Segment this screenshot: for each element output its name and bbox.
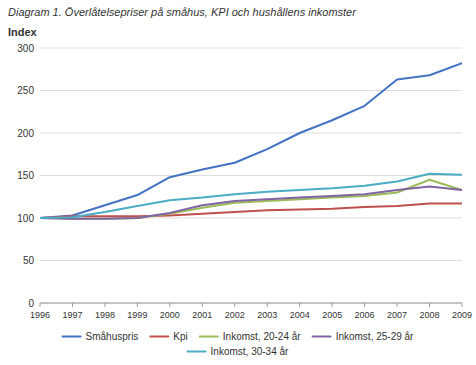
- y-axis-label: Index: [8, 26, 38, 38]
- x-tick-label: 2005: [322, 310, 342, 320]
- x-tick-label: 2003: [257, 310, 277, 320]
- x-tick: [462, 303, 463, 307]
- x-tick-label: 1996: [30, 310, 50, 320]
- x-tick-label: 2002: [225, 310, 245, 320]
- x-tick: [104, 303, 105, 307]
- legend-label: Småhuspris: [86, 331, 139, 342]
- y-axis: 0 50 100 150 200 250 300: [17, 43, 34, 309]
- grid-line: [40, 133, 462, 134]
- y-tick-label: 50: [23, 255, 35, 266]
- legend-label: Kpi: [173, 331, 187, 342]
- legend-label: Inkomst, 30-34 år: [211, 346, 289, 357]
- grid-line: [40, 175, 462, 176]
- x-tick: [169, 303, 170, 307]
- y-tick-label: 150: [17, 170, 34, 181]
- title: Diagram 1. Överlåtelsepriser på småhus, …: [8, 6, 357, 18]
- legend-label: Inkomst, 25-29 år: [336, 331, 414, 342]
- chart: Diagram 1. Överlåtelsepriser på småhus, …: [0, 0, 476, 365]
- x-tick: [202, 303, 203, 307]
- legend-swatch: [200, 336, 218, 338]
- x-tick-label: 2000: [160, 310, 180, 320]
- x-tick: [397, 303, 398, 307]
- y-tick-label: 0: [28, 298, 34, 309]
- x-tick-label: 2006: [355, 310, 375, 320]
- grid-line: [40, 260, 462, 261]
- grid-line: [40, 303, 462, 304]
- series-line: [40, 63, 462, 218]
- x-tick-label: 2001: [192, 310, 212, 320]
- x-tick-label: 2004: [290, 310, 310, 320]
- x-tick: [234, 303, 235, 307]
- legend-swatch: [150, 336, 168, 338]
- series-line: [40, 204, 462, 218]
- legend-item: Kpi: [150, 331, 187, 342]
- x-tick: [72, 303, 73, 307]
- x-tick: [364, 303, 365, 307]
- legend-label: Inkomst, 20-24 år: [223, 331, 301, 342]
- x-tick-label: 1997: [62, 310, 82, 320]
- x-tick: [137, 303, 138, 307]
- x-tick-label: 1998: [95, 310, 115, 320]
- y-tick-label: 200: [17, 128, 34, 139]
- legend-swatch: [63, 336, 81, 338]
- legend-item: Inkomst, 30-34 år: [188, 346, 289, 357]
- legend-item: Inkomst, 25-29 år: [313, 331, 414, 342]
- x-tick-label: 2008: [420, 310, 440, 320]
- y-tick-label: 300: [17, 43, 34, 54]
- y-tick-label: 250: [17, 85, 34, 96]
- x-tick: [267, 303, 268, 307]
- y-tick-label: 100: [17, 213, 34, 224]
- x-tick-label: 2007: [387, 310, 407, 320]
- grid: [40, 48, 462, 303]
- x-axis: 1996 1997 1998 1999 2000 2001 2002 2003 2004 2005…: [30, 303, 472, 320]
- series-lines: [40, 63, 462, 219]
- x-axis-line: [40, 303, 462, 304]
- legend-item: Inkomst, 20-24 år: [200, 331, 301, 342]
- x-tick: [299, 303, 300, 307]
- x-tick-label: 1999: [127, 310, 147, 320]
- x-tick-label: 2009: [452, 310, 472, 320]
- x-tick: [332, 303, 333, 307]
- x-tick: [429, 303, 430, 307]
- series-line: [40, 174, 462, 218]
- legend-swatch: [188, 351, 206, 353]
- x-tick: [40, 303, 41, 307]
- legend-swatch: [313, 336, 331, 338]
- series-line: [40, 187, 462, 219]
- grid-line: [40, 90, 462, 91]
- legend-item: Småhuspris: [63, 331, 139, 342]
- legend: Småhuspris Kpi Inkomst, 20-24 år Inkomst, 2…: [63, 331, 415, 357]
- grid-line: [40, 48, 462, 49]
